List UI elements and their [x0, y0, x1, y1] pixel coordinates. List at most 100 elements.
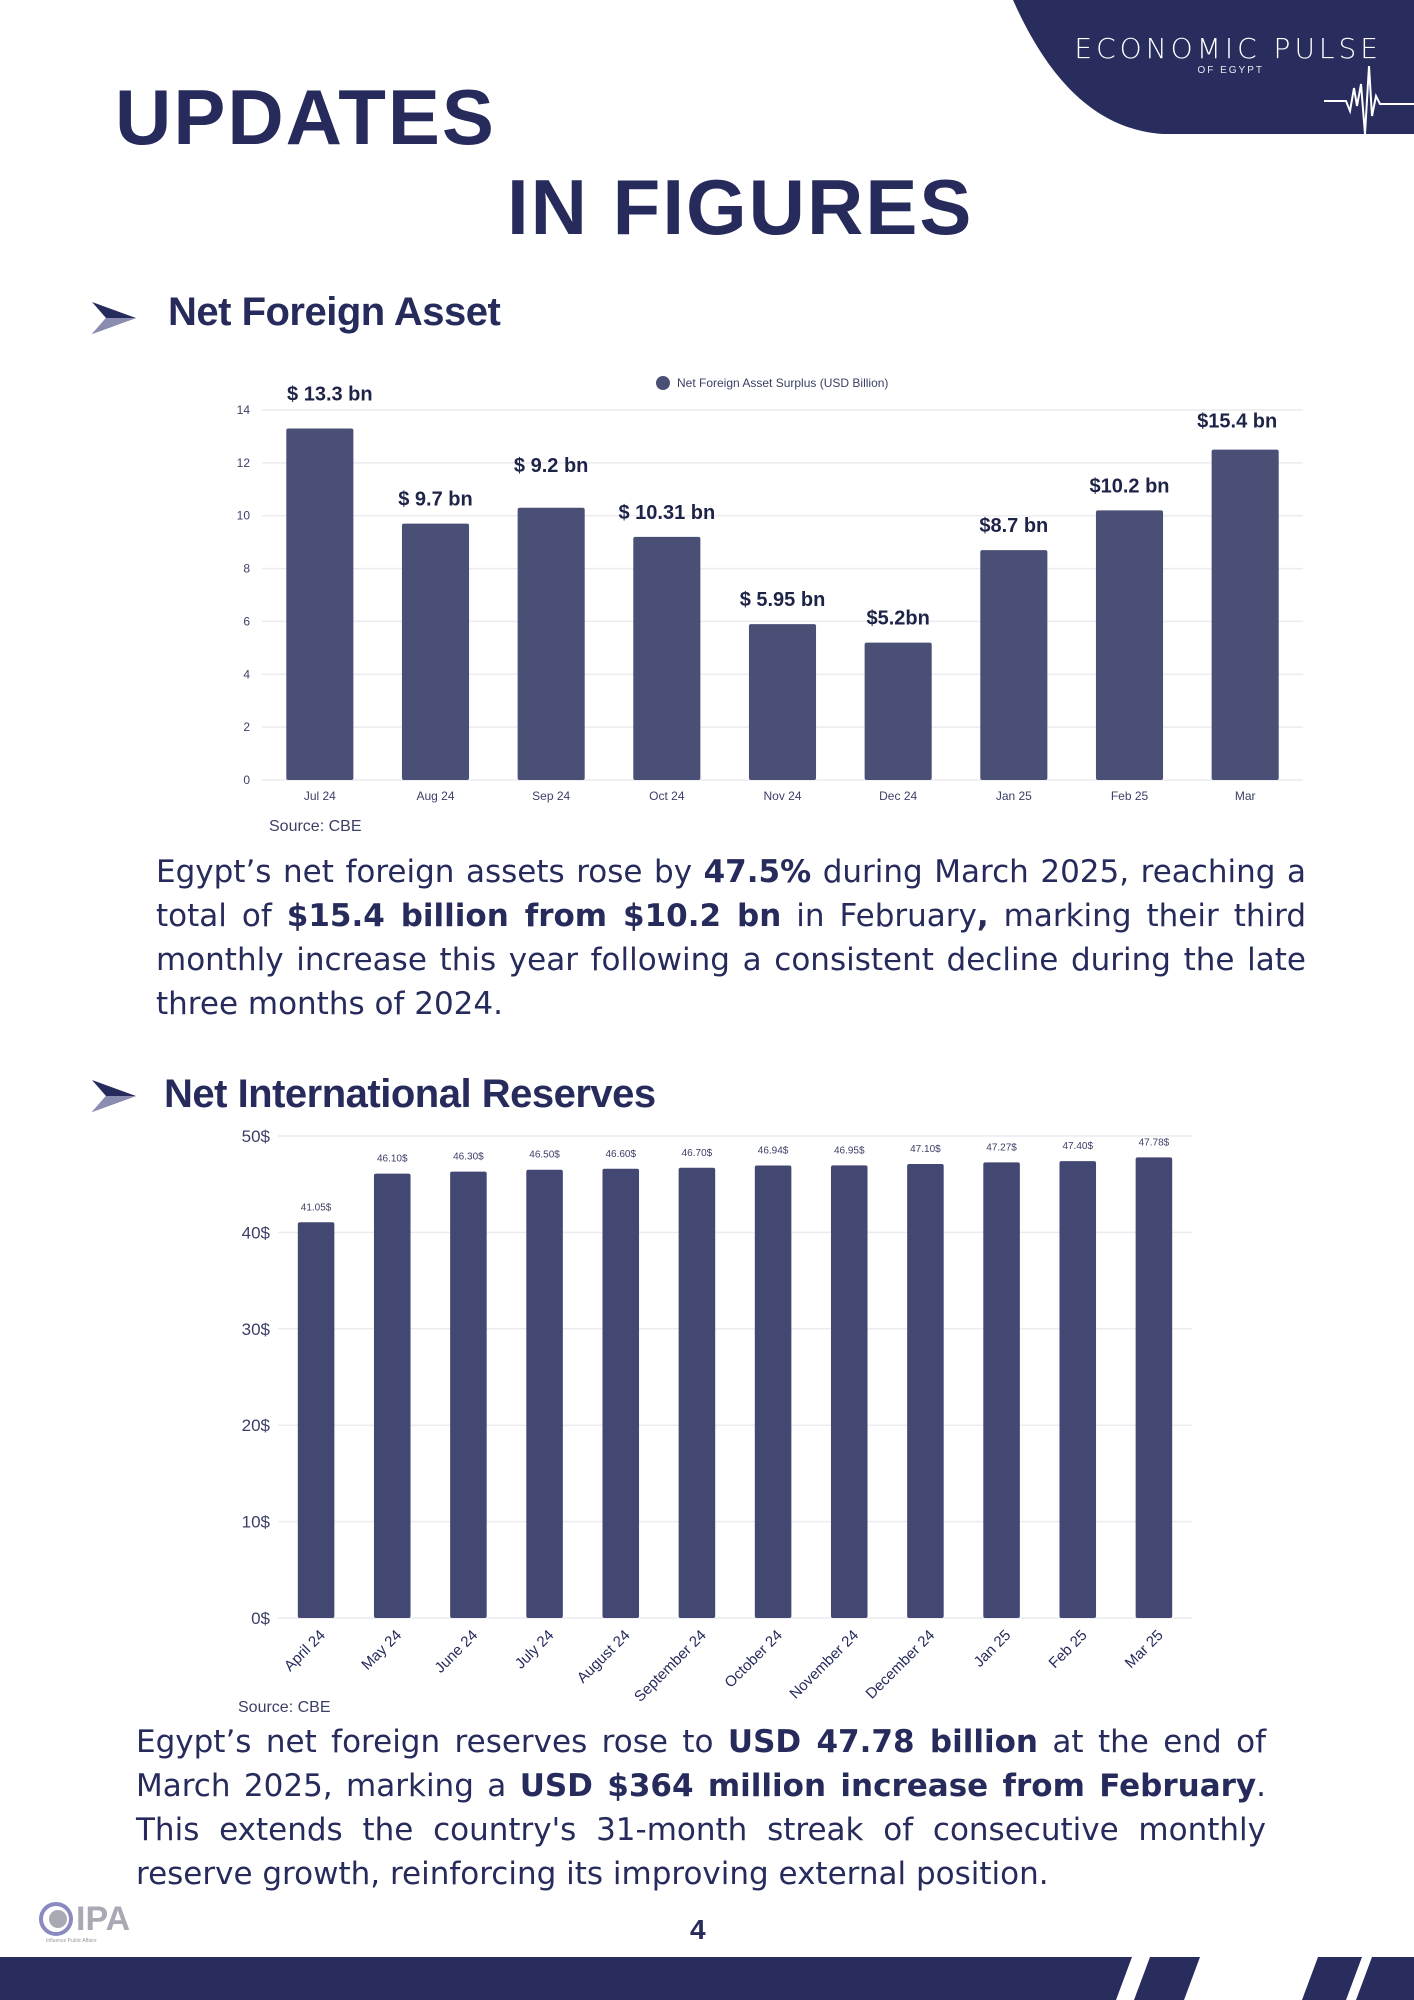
- data-label: $8.7 bn: [979, 515, 1048, 537]
- data-label: $10.2 bn: [1089, 475, 1169, 497]
- x-tick-label: Sep 24: [532, 789, 570, 803]
- legend-marker: [656, 376, 670, 390]
- x-tick-label: Feb 25: [1111, 789, 1149, 803]
- bar: [980, 550, 1048, 780]
- section-heading-net-international-reserves: Net International Reserves: [164, 1072, 656, 1116]
- legend-label: Net Foreign Asset Surplus (USD Billion): [677, 376, 888, 390]
- bar: [748, 624, 817, 780]
- y-tick-label: 8: [243, 562, 250, 576]
- y-tick-label: 40$: [242, 1223, 271, 1242]
- data-label: 46.30$: [453, 1152, 484, 1163]
- data-label: $5.2bn: [866, 608, 929, 630]
- y-tick-label: 20$: [242, 1416, 271, 1435]
- data-label: 47.10$: [910, 1144, 941, 1155]
- x-tick-label: November 24: [786, 1627, 862, 1703]
- bar: [1059, 1161, 1097, 1618]
- y-tick-label: 6: [243, 614, 250, 628]
- data-label: 46.70$: [682, 1148, 713, 1159]
- y-tick-label: 4: [243, 667, 250, 681]
- y-tick-label: 50$: [242, 1127, 271, 1146]
- bar: [297, 1222, 335, 1618]
- brand-title: ECONOMIC PULSE: [1074, 32, 1382, 65]
- y-tick-label: 10: [237, 509, 251, 523]
- net-foreign-asset-chart: 0 2 4 6 8 10 12 14 Net Foreign Asset Surplus (US…: [237, 376, 1303, 803]
- bar: [907, 1163, 944, 1618]
- brand-subtitle: OF EGYPT: [1197, 65, 1264, 76]
- data-label: $ 10.31 bn: [618, 502, 715, 524]
- ipa-logo-icon: [39, 1902, 73, 1936]
- bar: [633, 536, 701, 780]
- y-tick-label: 10$: [242, 1513, 271, 1532]
- data-label: 47.27$: [986, 1142, 1017, 1153]
- x-tick-label: Nov 24: [763, 789, 801, 803]
- header-banner: [1013, 0, 1414, 134]
- y-tick-label: 12: [237, 456, 251, 470]
- pulse-icon: [1324, 66, 1414, 135]
- bar: [1095, 510, 1164, 780]
- data-label: $ 9.2 bn: [514, 455, 588, 477]
- page-number: 4: [690, 1914, 706, 1945]
- chart1-source: Source: CBE: [269, 818, 362, 835]
- bar: [602, 1168, 640, 1618]
- x-tick-label: Mar: [1235, 789, 1256, 803]
- x-tick-label: April 24: [281, 1627, 329, 1675]
- chart2-source: Source: CBE: [238, 1699, 331, 1716]
- x-tick-label: Mar 25: [1122, 1627, 1167, 1672]
- bar: [286, 428, 354, 780]
- bar: [373, 1173, 411, 1618]
- bar: [1135, 1157, 1173, 1618]
- bar: [864, 642, 932, 780]
- page-title-line1: UPDATES: [115, 73, 496, 161]
- x-tick-label: Oct 24: [649, 789, 685, 803]
- ipa-logo-text: IPA: [76, 1900, 131, 1938]
- net-international-reserves-chart: 0$ 10$ 20$ 30$ 40$ 50$ 41.05$ April 24 46.10$ May…: [242, 1127, 1192, 1706]
- x-tick-label: Feb 25: [1046, 1627, 1091, 1672]
- y-tick-label: 30$: [242, 1320, 271, 1339]
- x-tick-label: Aug 24: [416, 789, 454, 803]
- data-label: $ 9.7 bn: [398, 489, 472, 511]
- ipa-logo: IPA Influence Public Affairs: [38, 1900, 158, 1948]
- x-tick-label: Dec 24: [879, 789, 917, 803]
- bar: [983, 1162, 1020, 1618]
- x-tick-label: Jul 24: [304, 789, 336, 803]
- data-label: 46.94$: [758, 1145, 789, 1156]
- arrow-bullet-icon: [92, 1080, 136, 1112]
- ipa-logo-tagline: Influence Public Affairs: [46, 1938, 97, 1944]
- y-tick-label: 0: [243, 773, 250, 787]
- arrow-bullet-icon: [92, 302, 136, 334]
- brand-block: ECONOMIC PULSE OF EGYPT: [1013, 0, 1414, 135]
- x-tick-label: September 24: [631, 1627, 710, 1706]
- section1-paragraph: Egypt’s net foreign assets rose by 47.5%…: [156, 854, 1306, 1022]
- data-label: 47.40$: [1062, 1141, 1093, 1152]
- bar: [1211, 449, 1279, 780]
- data-label: $15.4 bn: [1197, 411, 1277, 433]
- y-tick-label: 2: [243, 720, 250, 734]
- bar: [526, 1169, 563, 1618]
- x-tick-label: July 24: [512, 1627, 558, 1673]
- x-tick-label: Jan 25: [996, 789, 1032, 803]
- x-tick-label: Jan 25: [971, 1627, 1015, 1671]
- x-tick-label: May 24: [358, 1627, 405, 1674]
- bar: [401, 523, 470, 780]
- footer-bar: [0, 1957, 1414, 2000]
- bar: [450, 1171, 487, 1618]
- data-label: 46.10$: [377, 1154, 408, 1165]
- y-tick-label: 0$: [251, 1609, 270, 1628]
- data-label: 41.05$: [301, 1202, 332, 1213]
- y-tick-label: 14: [237, 403, 251, 417]
- x-tick-label: June 24: [431, 1627, 481, 1677]
- bar: [678, 1167, 716, 1618]
- data-label: 47.78$: [1139, 1137, 1170, 1148]
- page-title-line2: IN FIGURES: [507, 163, 974, 251]
- data-label: 46.95$: [834, 1145, 865, 1156]
- data-label: $ 13.3 bn: [287, 384, 373, 406]
- bar: [830, 1165, 868, 1618]
- section2-paragraph: Egypt’s net foreign reserves rose to USD…: [136, 1724, 1266, 1892]
- data-label: $ 5.95 bn: [740, 589, 826, 611]
- bar: [517, 507, 585, 780]
- x-tick-label: August 24: [574, 1627, 634, 1687]
- x-tick-label: December 24: [863, 1627, 939, 1703]
- data-label: 46.60$: [605, 1149, 636, 1160]
- x-tick-label: October 24: [721, 1627, 786, 1692]
- data-label: 46.50$: [529, 1150, 560, 1161]
